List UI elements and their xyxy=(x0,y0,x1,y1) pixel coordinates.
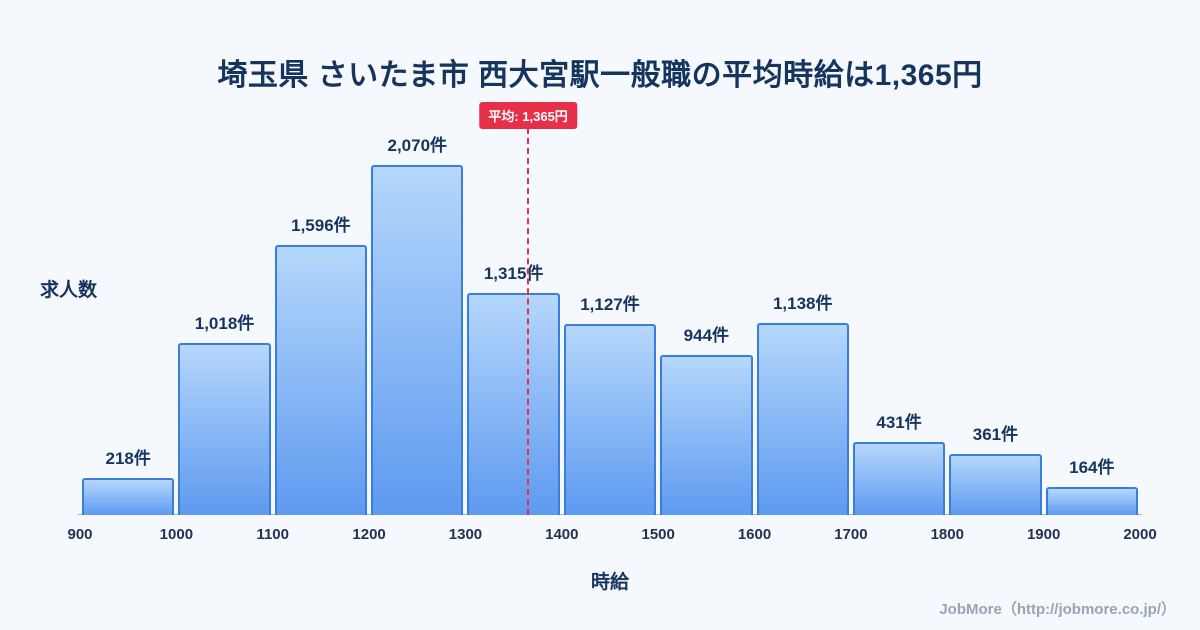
bar-value-label: 218件 xyxy=(105,449,151,469)
x-tick-label: 1600 xyxy=(737,526,772,543)
histogram-bar xyxy=(852,442,946,515)
x-tick-label: 1700 xyxy=(834,526,868,543)
chart-title: 埼玉県 さいたま市 西大宮駅一般職の平均時給は1,365円 xyxy=(217,59,983,93)
x-tick-label: 1400 xyxy=(545,526,579,543)
x-axis-label: 時給 xyxy=(590,572,629,593)
histogram-bar xyxy=(756,322,849,515)
histogram-bar xyxy=(660,355,753,515)
x-tick-label: 1000 xyxy=(159,526,194,543)
bar-value-label: 164件 xyxy=(1069,458,1115,478)
histogram-bar xyxy=(1045,487,1138,515)
bar-value-label: 1,138件 xyxy=(772,293,833,313)
x-tick-label: 1900 xyxy=(1026,526,1061,543)
histogram-bar xyxy=(563,324,657,515)
x-tick-label: 1200 xyxy=(352,526,386,543)
x-tick-label: 1800 xyxy=(930,526,964,543)
bar-value-label: 1,127件 xyxy=(580,295,640,315)
histogram-bar xyxy=(371,164,464,515)
histogram-bar xyxy=(82,478,175,515)
average-label: 平均: 1,365円 xyxy=(479,102,577,129)
x-tick-label: 1500 xyxy=(641,526,675,543)
bar-value-label: 2,070件 xyxy=(387,135,448,155)
histogram-bar xyxy=(467,292,560,515)
bar-value-label: 1,596件 xyxy=(291,216,351,236)
average-line xyxy=(527,128,530,515)
bar-value-label: 361件 xyxy=(972,424,1019,444)
bar-value-label: 1,315件 xyxy=(483,263,544,283)
bar-value-label: 1,018件 xyxy=(194,313,255,333)
histogram-bar xyxy=(178,342,271,515)
bar-value-label: 944件 xyxy=(683,326,730,346)
x-tick-label: 1100 xyxy=(256,526,289,543)
x-tick-label: 900 xyxy=(67,526,93,543)
histogram-bar xyxy=(274,245,368,515)
y-axis-label: 求人数 xyxy=(40,280,98,301)
plot-area: 平均: 1,365円 218件 1,018件 1,596件 2,070件 1,315件 1… xyxy=(67,100,1157,543)
histogram-bar xyxy=(949,453,1042,515)
bar-value-label: 431件 xyxy=(876,413,922,433)
x-tick-label: 2000 xyxy=(1123,526,1157,543)
footer-credit: JobMore（http://jobmore.co.jp/） xyxy=(939,601,1176,618)
x-tick-label: 1300 xyxy=(448,526,483,543)
